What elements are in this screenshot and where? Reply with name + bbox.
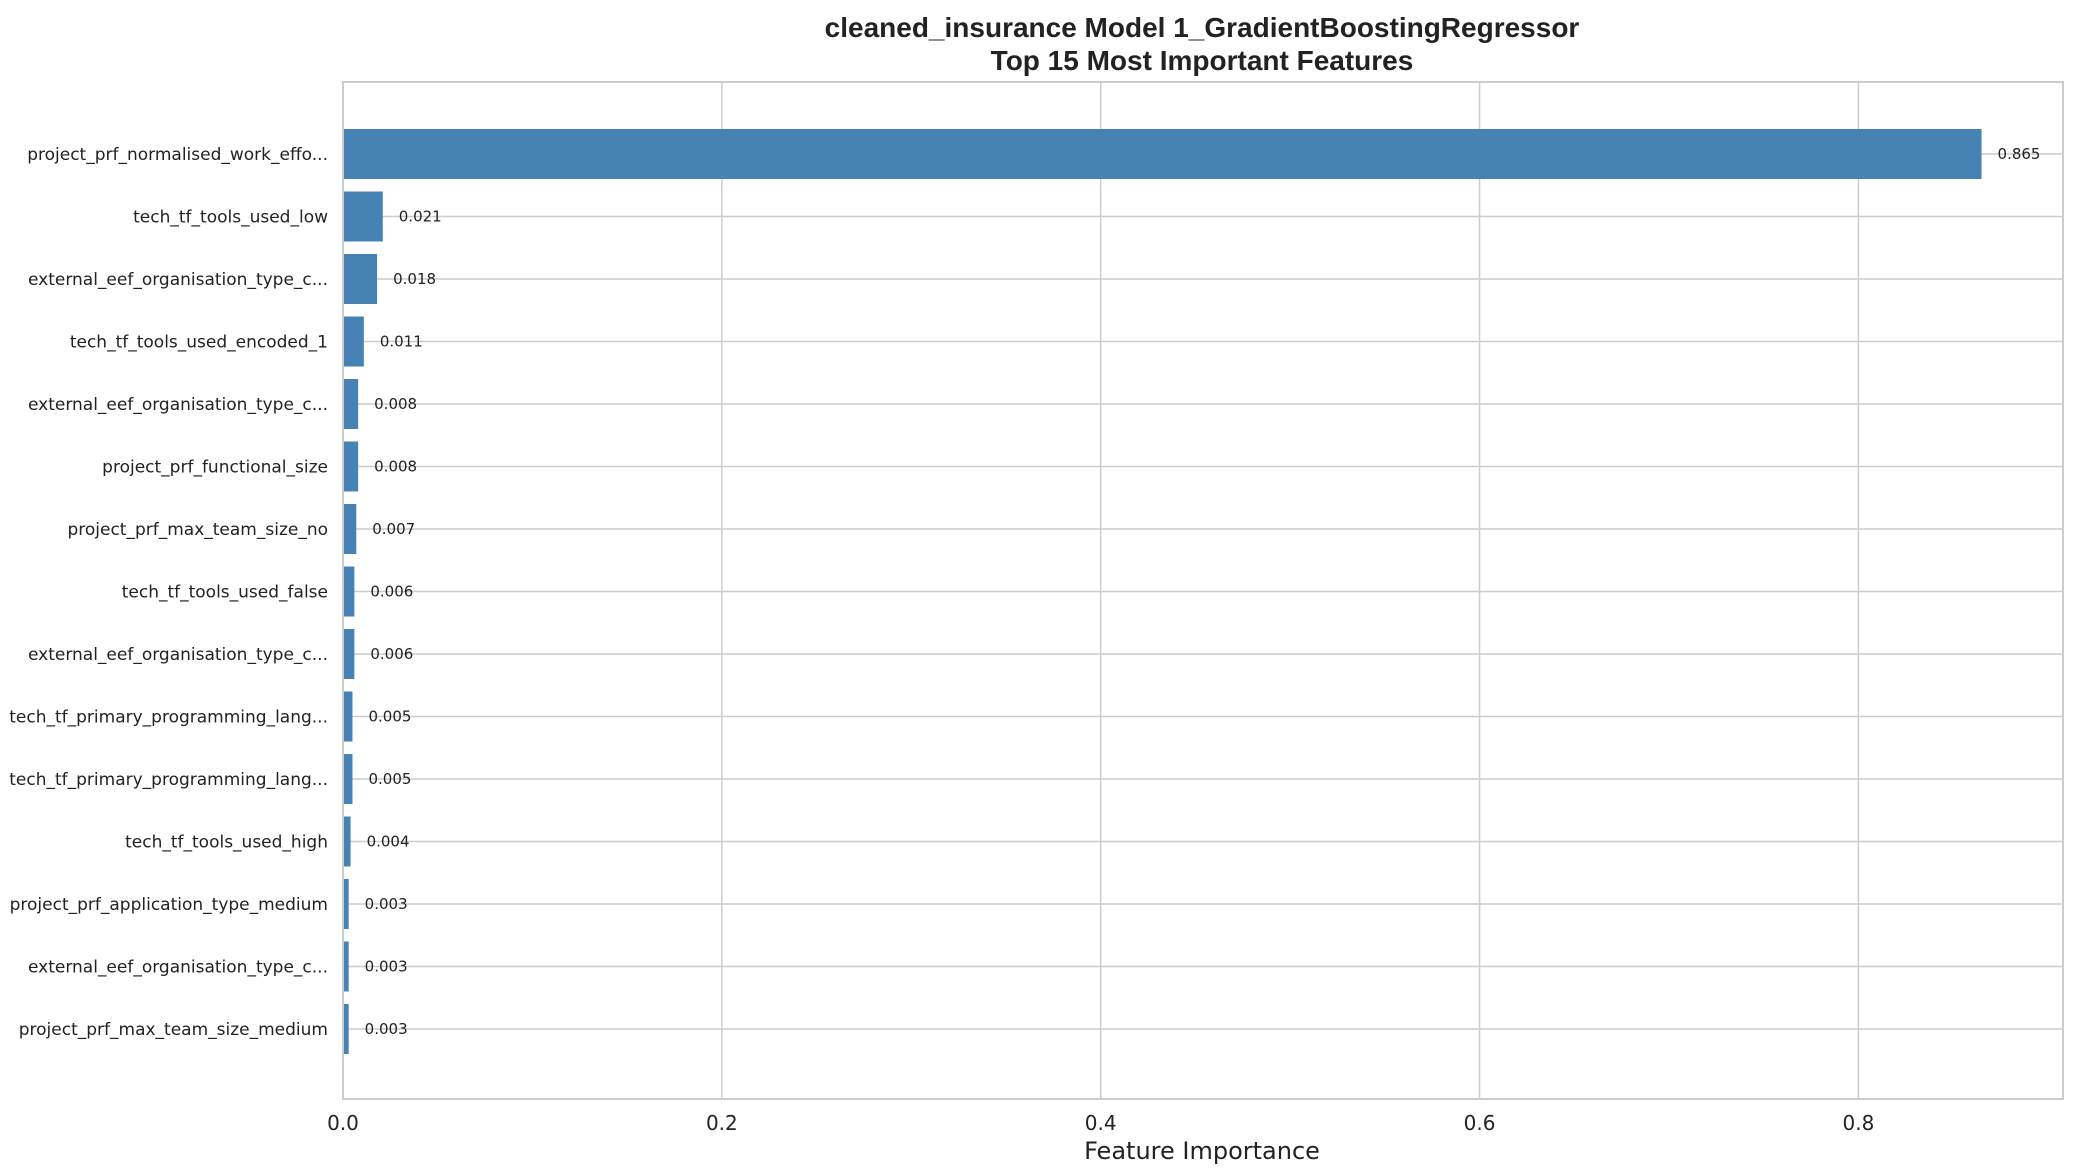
bar (343, 504, 357, 554)
bar (343, 379, 359, 429)
data-label: 0.018 (393, 270, 436, 288)
data-label: 0.003 (365, 958, 408, 976)
x-axis-label: Feature Importance (1084, 1137, 1320, 1165)
bar (343, 254, 378, 304)
bar (343, 129, 1982, 179)
y-tick-label: project_prf_functional_size (102, 458, 328, 478)
y-tick-label: external_eef_organisation_type_c... (28, 395, 328, 415)
y-tick-label: project_prf_normalised_work_effo... (27, 145, 328, 165)
bar (343, 816, 351, 867)
bar (343, 941, 349, 992)
y-tick-label: tech_tf_tools_used_false (122, 583, 328, 603)
y-tick-label: tech_tf_tools_used_low (133, 208, 328, 228)
y-tick-label: tech_tf_primary_programming_lang... (9, 770, 328, 790)
y-tick-label: tech_tf_primary_programming_lang... (9, 708, 328, 728)
y-tick-label: external_eef_organisation_type_c... (28, 958, 328, 978)
y-tick-label: project_prf_max_team_size_no (67, 520, 328, 540)
data-label: 0.003 (365, 895, 408, 913)
plot-frame (342, 81, 2064, 1100)
bar-layer (343, 129, 1982, 1054)
data-label: 0.003 (365, 1020, 408, 1038)
x-tick-label: 0.0 (327, 1111, 359, 1135)
data-label: 0.006 (370, 645, 413, 663)
y-tick-label: external_eef_organisation_type_c... (28, 645, 328, 665)
data-label: 0.005 (368, 708, 411, 726)
data-label: 0.011 (380, 333, 423, 351)
bar (343, 441, 359, 492)
data-label: 0.865 (1998, 145, 2041, 163)
chart-subtitle: Top 15 Most Important Features (991, 45, 1414, 76)
bar (343, 191, 383, 242)
data-label: 0.007 (372, 520, 415, 538)
x-tick-label: 0.8 (1843, 1111, 1875, 1135)
data-label: 0.008 (374, 458, 417, 476)
data-label: 0.004 (367, 833, 410, 851)
y-tick-label: project_prf_application_type_medium (10, 895, 328, 915)
x-tick-label: 0.6 (1464, 1111, 1496, 1135)
bar (343, 879, 349, 929)
y-tick-label: external_eef_organisation_type_c... (28, 270, 328, 290)
chart-title: cleaned_insurance Model 1_GradientBoosti… (825, 12, 1580, 43)
x-tick-label: 0.2 (706, 1111, 738, 1135)
bar (343, 566, 355, 617)
data-label: 0.008 (374, 395, 417, 413)
data-label: 0.021 (399, 208, 442, 226)
grid-layer (342, 82, 2063, 1099)
y-tick-label: project_prf_max_team_size_medium (19, 1020, 328, 1040)
y-tick-label: tech_tf_tools_used_encoded_1 (70, 333, 328, 353)
bar (343, 629, 355, 679)
bar (343, 316, 364, 367)
data-label: 0.006 (370, 583, 413, 601)
bar (343, 691, 353, 742)
y-tick-label: tech_tf_tools_used_high (125, 833, 328, 853)
bar (343, 1004, 349, 1054)
bar (343, 754, 353, 804)
data-label: 0.005 (368, 770, 411, 788)
label-layer: 0.0 0.2 0.4 0.6 0.8 project_prf_normalised_wo… (9, 145, 2040, 1135)
x-tick-label: 0.4 (1085, 1111, 1117, 1135)
